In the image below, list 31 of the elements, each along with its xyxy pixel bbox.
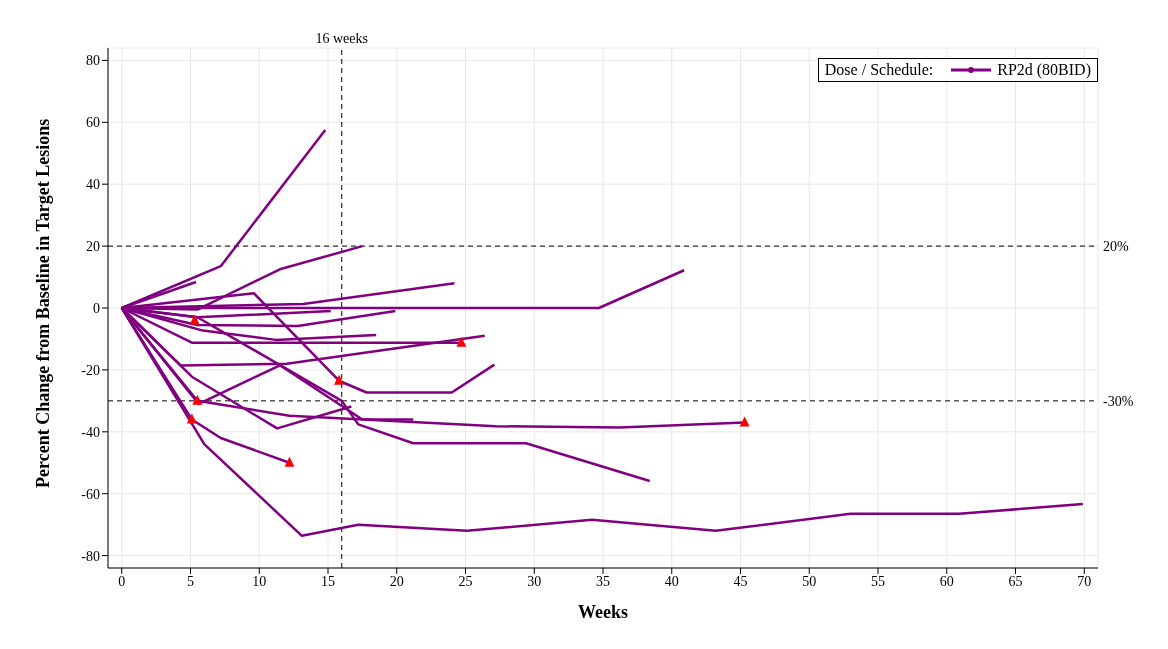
ref-line-label: 16 weeks xyxy=(315,31,368,46)
y-tick-label: -80 xyxy=(81,548,100,564)
x-tick-label: 50 xyxy=(802,573,817,589)
x-tick-label: 20 xyxy=(389,573,404,589)
legend-title: Dose / Schedule: xyxy=(824,61,934,79)
x-tick-label: 30 xyxy=(527,573,542,589)
x-tick-label: 10 xyxy=(252,573,267,589)
y-tick-label: 0 xyxy=(93,300,100,316)
x-tick-label: 60 xyxy=(939,573,954,589)
x-tick-label: 40 xyxy=(664,573,679,589)
ref-line-label: 20% xyxy=(1103,239,1129,255)
y-tick-label: 60 xyxy=(86,115,100,131)
y-tick-label: 80 xyxy=(86,53,100,69)
ref-line-label: -30% xyxy=(1103,393,1134,409)
x-tick-label: 0 xyxy=(118,573,126,589)
x-tick-label: 65 xyxy=(1008,573,1023,589)
x-axis-title: Weeks xyxy=(577,602,629,622)
y-tick-label: -60 xyxy=(81,486,100,502)
y-axis-title: Percent Change from Baseline in Target Lesions xyxy=(33,118,54,488)
x-tick-label: 45 xyxy=(733,573,748,589)
x-tick-label: 25 xyxy=(458,573,473,589)
y-tick-label: -40 xyxy=(81,424,100,440)
x-tick-label: 15 xyxy=(321,573,335,589)
x-tick-label: 35 xyxy=(596,573,610,589)
legend-label: RP2d (80BID) xyxy=(997,61,1091,79)
y-tick-label: 20 xyxy=(86,239,100,255)
x-tick-label: 70 xyxy=(1077,573,1092,589)
y-tick-label: 40 xyxy=(86,177,100,193)
x-tick-label: 55 xyxy=(871,573,885,589)
y-tick-label: -20 xyxy=(81,362,100,378)
x-tick-label: 5 xyxy=(187,573,194,589)
